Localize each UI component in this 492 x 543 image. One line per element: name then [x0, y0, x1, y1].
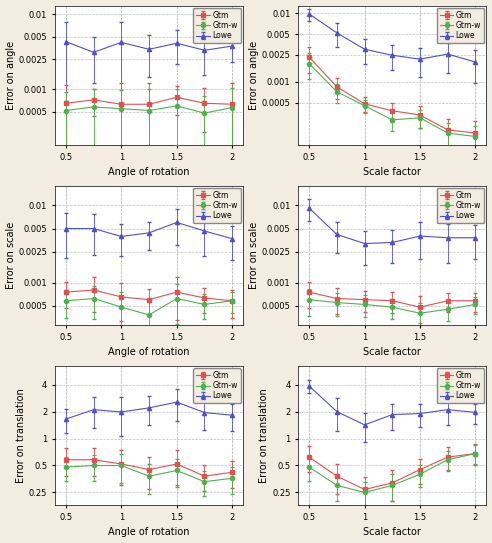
Y-axis label: Error on scale: Error on scale — [249, 222, 259, 289]
X-axis label: Angle of rotation: Angle of rotation — [108, 167, 190, 178]
Y-axis label: Error on angle: Error on angle — [249, 41, 259, 110]
X-axis label: Angle of rotation: Angle of rotation — [108, 348, 190, 357]
Y-axis label: Error on scale: Error on scale — [5, 222, 16, 289]
Legend: Gtm, Gtm-w, Lowe: Gtm, Gtm-w, Lowe — [193, 188, 241, 223]
X-axis label: Scale factor: Scale factor — [363, 527, 421, 538]
Legend: Gtm, Gtm-w, Lowe: Gtm, Gtm-w, Lowe — [436, 8, 484, 43]
X-axis label: Scale factor: Scale factor — [363, 348, 421, 357]
Y-axis label: Error on angle: Error on angle — [5, 41, 16, 110]
Legend: Gtm, Gtm-w, Lowe: Gtm, Gtm-w, Lowe — [193, 8, 241, 43]
X-axis label: Scale factor: Scale factor — [363, 167, 421, 178]
Y-axis label: Error on translation: Error on translation — [259, 388, 269, 483]
Legend: Gtm, Gtm-w, Lowe: Gtm, Gtm-w, Lowe — [193, 368, 241, 403]
Legend: Gtm, Gtm-w, Lowe: Gtm, Gtm-w, Lowe — [436, 188, 484, 223]
Legend: Gtm, Gtm-w, Lowe: Gtm, Gtm-w, Lowe — [436, 368, 484, 403]
X-axis label: Angle of rotation: Angle of rotation — [108, 527, 190, 538]
Y-axis label: Error on translation: Error on translation — [16, 388, 26, 483]
